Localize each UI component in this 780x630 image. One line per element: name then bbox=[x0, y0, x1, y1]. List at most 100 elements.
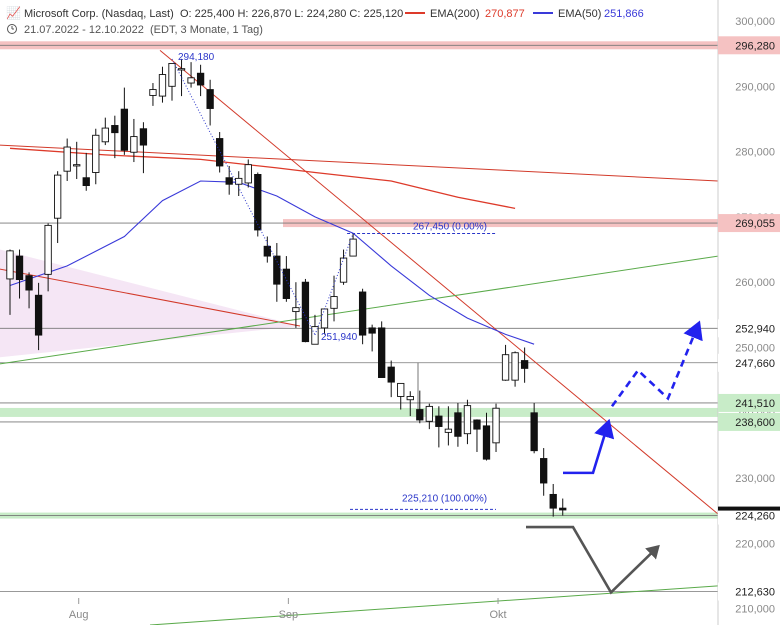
candle bbox=[225, 165, 233, 195]
candle-body bbox=[177, 68, 186, 71]
candle-body bbox=[416, 409, 424, 421]
candle-body bbox=[244, 164, 252, 184]
level-tag-label: 238,600 bbox=[735, 417, 775, 429]
candle bbox=[368, 324, 376, 352]
candle-body bbox=[6, 250, 14, 280]
candle bbox=[254, 172, 262, 237]
candle bbox=[216, 132, 224, 173]
label-mid-low: 251,940 bbox=[321, 332, 358, 343]
candle bbox=[387, 360, 395, 398]
timeframe-info: (EDT, 3 Monate, 1 Tag) bbox=[150, 24, 263, 36]
y-tick-label: 260,000 bbox=[735, 277, 775, 289]
candle bbox=[511, 351, 519, 387]
candle bbox=[6, 249, 14, 315]
y-tick-label: 300,000 bbox=[735, 16, 775, 28]
candle bbox=[473, 419, 481, 452]
candle bbox=[196, 64, 205, 97]
candle bbox=[559, 498, 567, 516]
ema200-label: EMA(200) bbox=[430, 8, 480, 20]
y-tick-label: 290,000 bbox=[735, 81, 775, 93]
candle-body bbox=[501, 354, 510, 381]
candle-body bbox=[139, 128, 148, 146]
y-axis-layer: 300,000290,000280,000270,000260,000250,0… bbox=[69, 0, 780, 625]
candle-body bbox=[120, 108, 129, 151]
candle-body bbox=[444, 428, 453, 433]
candle-body bbox=[559, 507, 567, 511]
candle bbox=[301, 278, 310, 343]
ema50-label: EMA(50) bbox=[558, 8, 601, 20]
candle bbox=[273, 243, 281, 302]
candle-body bbox=[368, 327, 376, 334]
level-tag-label: 269,055 bbox=[735, 218, 775, 230]
level-tag-label: 296,280 bbox=[735, 40, 775, 52]
candle bbox=[540, 448, 548, 496]
y-tick-label: 220,000 bbox=[735, 538, 775, 550]
candle-body bbox=[111, 125, 119, 134]
candle bbox=[130, 118, 138, 163]
grid-layer bbox=[0, 44, 718, 592]
level-tag-bg bbox=[718, 506, 780, 525]
candle-body bbox=[463, 405, 472, 435]
candle-body bbox=[482, 425, 491, 460]
candle bbox=[111, 115, 119, 159]
candle bbox=[292, 282, 300, 328]
candle-body bbox=[34, 294, 43, 336]
ema50-value: 251,866 bbox=[604, 8, 644, 20]
candle bbox=[444, 406, 453, 446]
level-tag-bg bbox=[718, 353, 780, 372]
candle bbox=[463, 399, 472, 445]
annotation-layer: 294,180 251,940 267,450 (0.00%) 225,210 (10… bbox=[171, 52, 703, 595]
candle bbox=[435, 406, 443, 448]
candle-body bbox=[425, 405, 433, 422]
candle bbox=[454, 403, 462, 447]
candle bbox=[206, 79, 214, 126]
ema-layer bbox=[9, 147, 535, 345]
candle bbox=[378, 321, 386, 378]
background-layer bbox=[0, 41, 718, 519]
candle bbox=[235, 171, 243, 197]
candle bbox=[177, 58, 186, 97]
candle bbox=[44, 223, 52, 292]
ema200-line bbox=[9, 147, 516, 210]
candle bbox=[358, 288, 367, 345]
candle bbox=[73, 141, 81, 180]
candle bbox=[25, 272, 33, 309]
candle-body bbox=[158, 74, 167, 97]
y-tick-label: 280,000 bbox=[735, 147, 775, 159]
y-tick-label: 230,000 bbox=[735, 473, 775, 485]
candle-body bbox=[82, 177, 90, 187]
candle bbox=[530, 403, 538, 454]
label-fib-low: 225,210 (100.00%) bbox=[402, 493, 487, 504]
candle bbox=[15, 249, 24, 299]
candle-body bbox=[235, 177, 243, 185]
chart-icon: 📈 bbox=[6, 6, 21, 20]
candle-body bbox=[206, 89, 214, 109]
candle bbox=[482, 412, 491, 461]
candle-body bbox=[397, 382, 405, 397]
candle-body bbox=[406, 396, 414, 401]
x-tick-label: Sep bbox=[279, 609, 299, 621]
projection-arrow-solid bbox=[563, 418, 615, 475]
candle bbox=[282, 256, 291, 302]
candle-body bbox=[149, 89, 157, 96]
candle-body bbox=[187, 77, 195, 84]
candle bbox=[425, 403, 433, 430]
candle bbox=[120, 87, 129, 155]
candle bbox=[149, 83, 157, 106]
candle-body bbox=[92, 134, 100, 173]
candle-body bbox=[263, 245, 271, 257]
trendline-green-lower bbox=[149, 585, 719, 626]
support-band bbox=[0, 407, 718, 417]
candle bbox=[187, 62, 195, 88]
level-tag: 296,280 bbox=[718, 36, 780, 55]
candle-body bbox=[435, 415, 443, 427]
candle-body bbox=[292, 307, 300, 313]
candle-body bbox=[311, 326, 319, 345]
candle-body bbox=[254, 174, 262, 231]
candle-body bbox=[378, 327, 386, 378]
level-tag-label: 224,260 bbox=[735, 511, 775, 523]
ema50-line bbox=[9, 180, 535, 345]
trendline-red-upper bbox=[0, 144, 719, 182]
